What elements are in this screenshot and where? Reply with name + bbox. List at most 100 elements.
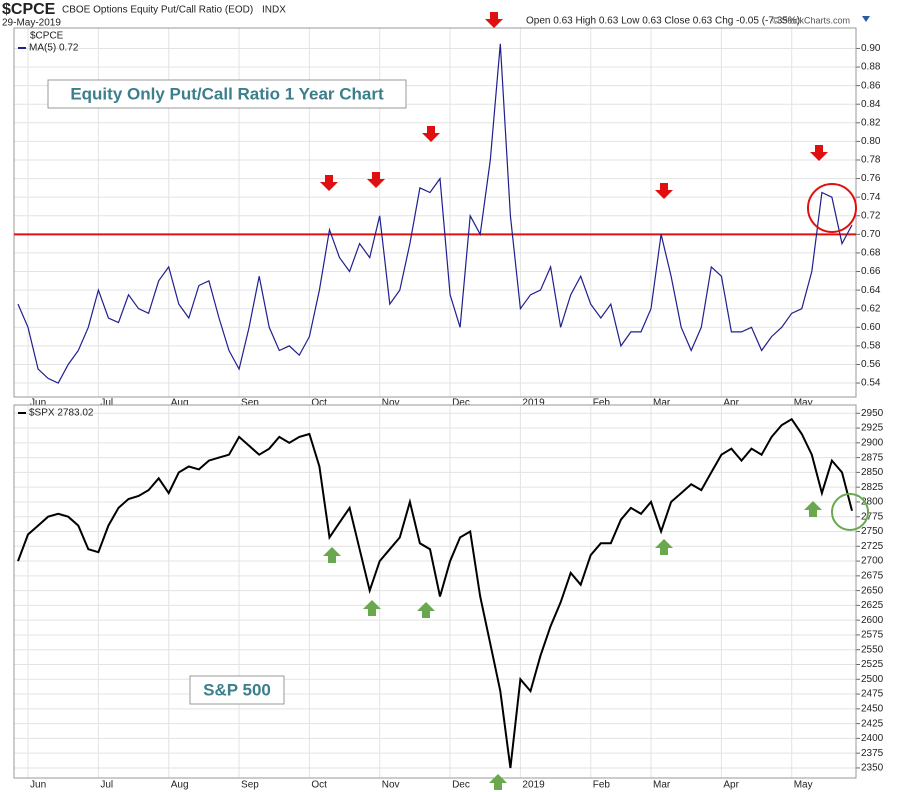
security-name: CBOE Options Equity Put/Call Ratio (EOD) — [62, 5, 253, 16]
plot-frame — [13, 404, 857, 779]
arrow — [655, 539, 673, 555]
arrow — [804, 501, 822, 517]
x-tick-label: Jun — [30, 398, 46, 409]
legend-title: $CPCE — [30, 31, 64, 42]
y-tick-label: 0.78 — [861, 155, 881, 166]
x-tick-label: Aug — [171, 780, 189, 791]
y-tick-label: 2425 — [861, 718, 884, 729]
arrow — [367, 172, 385, 188]
arrow — [489, 774, 507, 790]
y-tick-label: 0.72 — [861, 210, 881, 221]
y-tick-label: 2750 — [861, 526, 884, 537]
arrow — [422, 126, 440, 142]
x-tick-label: Mar — [653, 780, 671, 791]
green-arrows — [323, 501, 822, 790]
y-tick-label: 2900 — [861, 437, 884, 448]
annotation-text: Equity Only Put/Call Ratio 1 Year Chart — [70, 84, 384, 103]
dropdown-icon[interactable] — [862, 16, 870, 22]
y-tick-label: 2875 — [861, 452, 884, 463]
series-line — [17, 43, 853, 384]
legend-label: MA(5) 0.72 — [29, 43, 79, 54]
y-tick-label: 2625 — [861, 600, 884, 611]
y-tick-label: 0.62 — [861, 303, 881, 314]
x-tick-label: Jul — [100, 398, 113, 409]
y-tick-label: 2700 — [861, 556, 884, 567]
quote: Open 0.63 High 0.63 Low 0.63 Close 0.63 … — [526, 16, 800, 27]
y-tick-label: 0.68 — [861, 248, 881, 259]
y-tick-label: 2525 — [861, 659, 884, 670]
y-tick-label: 2575 — [861, 630, 884, 641]
credit: © StockCharts.com — [772, 15, 850, 25]
x-tick-label: 2019 — [522, 398, 545, 409]
symbol: $CPCE — [2, 1, 56, 18]
y-tick-label: 2725 — [861, 541, 884, 552]
x-tick-label: Nov — [382, 398, 400, 409]
plot-background — [14, 405, 856, 778]
red-arrows — [320, 12, 828, 199]
arrow — [810, 145, 828, 161]
x-tick-label: Aug — [171, 398, 189, 409]
y-tick-label: 0.64 — [861, 285, 881, 296]
x-tick-label: May — [794, 398, 813, 409]
arrow — [655, 183, 673, 199]
annotation-box — [47, 79, 407, 109]
y-tick-label: 0.80 — [861, 136, 881, 147]
x-tick-label: Sep — [241, 398, 259, 409]
x-tick-label: Feb — [593, 398, 611, 409]
highlight-circle — [831, 493, 869, 531]
y-tick-label: 0.58 — [861, 341, 881, 352]
x-tick-label: Nov — [382, 780, 400, 791]
y-tick-label: 2800 — [861, 497, 884, 508]
y-tick-label: 2550 — [861, 644, 884, 655]
y-tick-label: 0.84 — [861, 99, 881, 110]
y-tick-label: 0.86 — [861, 80, 881, 91]
x-tick-label: Oct — [311, 398, 327, 409]
x-tick-label: Sep — [241, 780, 259, 791]
date: 29-May-2019 — [2, 18, 61, 29]
x-tick-label: Dec — [452, 398, 470, 409]
y-tick-label: 0.66 — [861, 266, 881, 277]
arrow — [485, 12, 503, 28]
y-tick-label: 2650 — [861, 585, 884, 596]
y-tick-label: 2925 — [861, 423, 884, 434]
y-tick-label: 2600 — [861, 615, 884, 626]
x-tick-label: 2019 — [522, 780, 545, 791]
x-tick-label: Apr — [723, 780, 739, 791]
y-tick-label: 0.56 — [861, 359, 881, 370]
arrow — [417, 602, 435, 618]
x-tick-label: May — [794, 780, 813, 791]
y-tick-label: 2350 — [861, 763, 884, 774]
y-tick-label: 0.90 — [861, 43, 881, 54]
highlight-circle — [807, 183, 857, 233]
y-tick-label: 2825 — [861, 482, 884, 493]
arrow — [363, 600, 381, 616]
y-tick-label: 0.76 — [861, 173, 881, 184]
y-tick-label: 2375 — [861, 748, 884, 759]
x-tick-label: Dec — [452, 780, 470, 791]
y-tick-label: 0.60 — [861, 322, 881, 333]
annotation-text: S&P 500 — [203, 680, 271, 699]
y-tick-label: 2400 — [861, 733, 884, 744]
y-tick-label: 2850 — [861, 467, 884, 478]
x-tick-label: Apr — [723, 398, 739, 409]
y-tick-label: 2675 — [861, 570, 884, 581]
arrow — [323, 547, 341, 563]
series-line — [17, 417, 853, 769]
y-tick-label: 2950 — [861, 408, 884, 419]
x-tick-label: Jun — [30, 780, 46, 791]
y-tick-label: 2500 — [861, 674, 884, 685]
y-tick-label: 2475 — [861, 689, 884, 700]
y-tick-label: 2775 — [861, 511, 884, 522]
x-tick-label: Jul — [100, 780, 113, 791]
y-tick-label: 0.88 — [861, 62, 881, 73]
x-tick-label: Feb — [593, 780, 611, 791]
x-tick-label: Oct — [311, 780, 327, 791]
y-tick-label: 0.54 — [861, 378, 881, 389]
exchange: INDX — [262, 5, 286, 16]
arrow — [320, 175, 338, 191]
legend-label: $SPX 2783.02 — [29, 408, 94, 419]
x-tick-label: Mar — [653, 398, 671, 409]
y-tick-label: 2450 — [861, 703, 884, 714]
annotation-box — [189, 675, 285, 705]
